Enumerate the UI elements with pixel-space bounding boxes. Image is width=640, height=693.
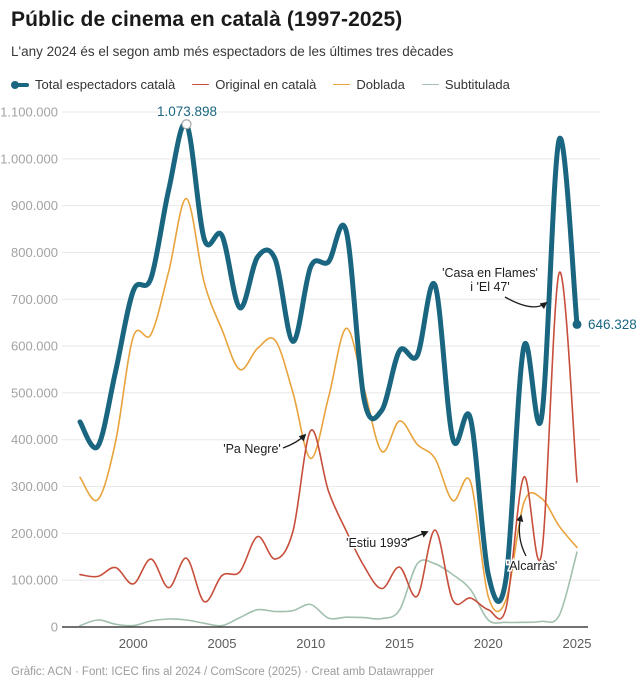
- line-total-espectadors-catal-: [77, 120, 580, 604]
- y-tick-label: 500.000: [11, 385, 58, 400]
- x-tick-label: 2010: [296, 636, 325, 651]
- data-series: [77, 120, 580, 627]
- film-annotation-label: 'Casa en Flames': [442, 266, 538, 280]
- legend-item-doblada: Doblada: [333, 77, 405, 92]
- chart-subtitle: L'any 2024 és el segon amb més espectado…: [11, 44, 454, 59]
- y-tick-label: 600.000: [11, 339, 58, 354]
- y-tick-label: 800.000: [11, 245, 58, 260]
- legend-label: Original en català: [215, 77, 317, 92]
- film-annotation-label: 'Pa Negre': [223, 442, 281, 456]
- film-annotation-label: 'Alcarràs': [507, 559, 558, 573]
- grid-lines: [62, 111, 600, 581]
- value-annotation: 646.328: [588, 317, 637, 332]
- x-axis: 2000 2005 2010 2015 2020 2025: [62, 626, 592, 651]
- line-subtitulada: [79, 551, 578, 627]
- legend-label: Total espectadors català: [35, 77, 176, 92]
- film-annotation-label: 'Estiu 1993': [346, 536, 410, 550]
- chart-credit: Gràfic: ACN · Font: ICEC fins al 2024 / …: [11, 666, 435, 678]
- film-annotation-label: i 'El 47': [470, 280, 510, 294]
- y-tick-label: 300.000: [11, 479, 58, 494]
- legend-label: Subtitulada: [444, 77, 510, 92]
- legend-item-original-en-catal-: Original en català: [192, 77, 316, 92]
- page-title: Públic de cinema en català (1997-2025): [11, 8, 403, 31]
- y-tick-label: 1.100.000: [0, 105, 58, 120]
- end-marker-dot: [572, 319, 582, 329]
- legend-swatch-icon: [421, 83, 439, 86]
- y-tick-label: 1.000.000: [0, 151, 58, 166]
- x-tick-label: 2000: [119, 636, 148, 651]
- annotation-arrow: [504, 296, 548, 310]
- y-tick-label: 0: [51, 620, 58, 635]
- legend-swatch-icon: [11, 80, 29, 89]
- line-original-en-catal-: [79, 271, 578, 620]
- x-tick-label: 2025: [563, 636, 592, 651]
- legend-item-subtitulada: Subtitulada: [421, 77, 510, 92]
- annotation-arrow: [282, 433, 307, 449]
- legend-swatch-icon: [333, 83, 351, 86]
- y-tick-label: 900.000: [11, 198, 58, 213]
- x-tick-label: 2005: [208, 636, 237, 651]
- annotation-arrow: [406, 530, 429, 541]
- y-tick-label: 200.000: [11, 526, 58, 541]
- x-tick-label: 2020: [474, 636, 503, 651]
- peak-marker-ring: [181, 119, 192, 130]
- annotations: 1.073.898 646.328 'Casa en Flames'i 'El 47…: [155, 103, 638, 575]
- line-doblada: [79, 197, 578, 613]
- value-annotation: 1.073.898: [157, 104, 217, 119]
- y-axis-labels: 0 100.000 200.000 300.000 400.000 500.000 600.…: [0, 105, 58, 635]
- legend-item-total-espectadors-catal-: Total espectadors català: [11, 77, 175, 92]
- x-tick-label: 2015: [385, 636, 414, 651]
- legend-swatch-icon: [192, 83, 210, 86]
- y-tick-label: 700.000: [11, 292, 58, 307]
- y-tick-label: 100.000: [11, 573, 58, 588]
- annotation-arrow: [516, 514, 527, 557]
- chart-legend: Total espectadors català Original en cata…: [11, 77, 631, 92]
- legend-label: Doblada: [356, 77, 405, 92]
- y-tick-label: 400.000: [11, 432, 58, 447]
